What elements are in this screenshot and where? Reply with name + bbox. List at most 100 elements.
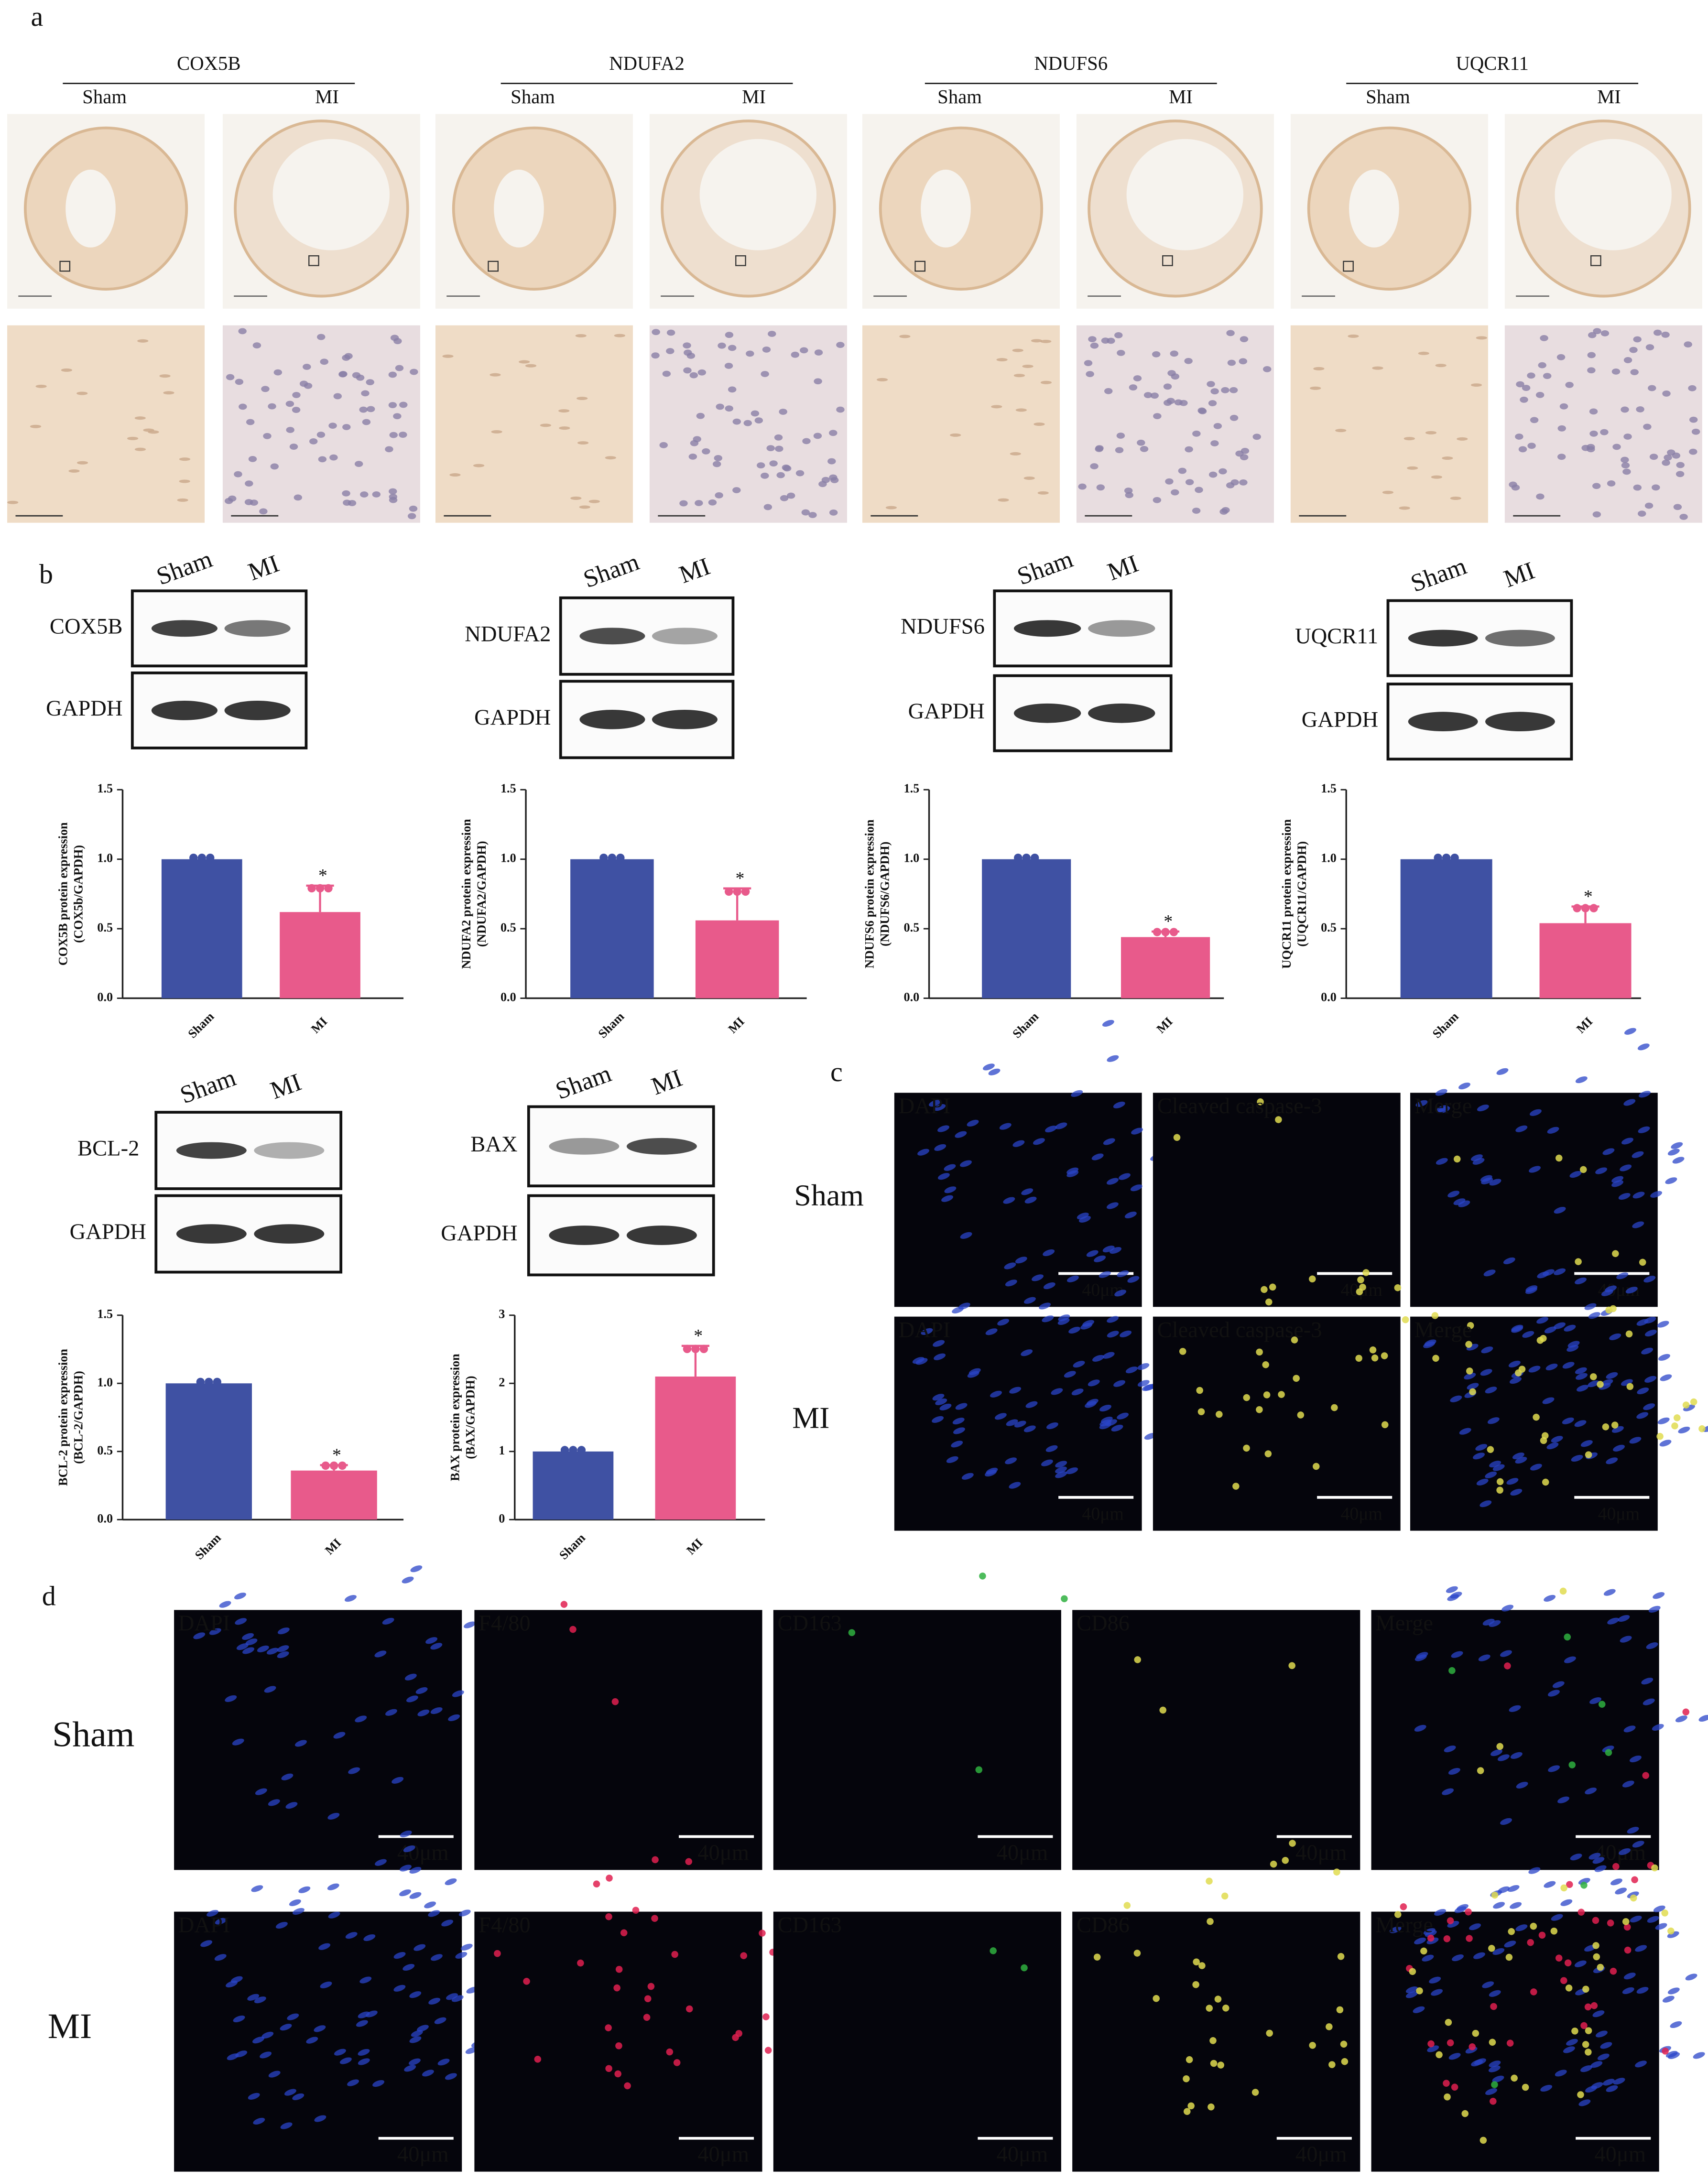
nucleus [1174,399,1183,406]
nucleus [261,386,270,392]
nucleus [1611,368,1621,375]
blot-band [1485,712,1555,732]
nucleus [1527,443,1536,449]
cell-signal [409,2036,422,2043]
cell-signal [1444,2093,1451,2101]
cell-signal [1472,1158,1485,1165]
cell-signal [1278,1391,1285,1398]
lane-label: Sham [176,1063,239,1109]
cell-signal [1446,1586,1458,1593]
cell-signal [1504,1662,1511,1670]
cell-signal [1500,1650,1512,1657]
cell-signal [245,1638,258,1646]
cell-signal [416,2025,429,2032]
cell-signal [1624,1028,1636,1035]
cell-signal [257,1645,269,1652]
cell-signal [1193,1958,1200,1966]
blot-control-label: GAPDH [441,1221,517,1246]
cell-signal [1589,1697,1601,1704]
cell-signal [1039,1302,1051,1310]
cell-signal [1371,1354,1379,1362]
cell-signal [1043,1282,1055,1290]
y-tick-label: 1.0 [97,851,113,865]
nucleus [1636,406,1644,412]
cell-signal [292,2093,305,2100]
cell-signal [1667,1931,1679,1938]
nucleus [666,329,675,336]
cell-signal [651,1915,658,1922]
nucleus [344,353,353,359]
nucleus [827,458,836,465]
fluorescence-image [474,1911,762,2172]
cell-signal [1341,2058,1349,2065]
cell-signal [1575,1367,1587,1374]
y-tick-label: 0.5 [97,1443,113,1457]
cell-signal [1510,1488,1523,1496]
cell-signal [358,2058,370,2065]
nucleus [814,349,823,356]
cell-signal [1511,1324,1523,1332]
cell-signal [1464,1373,1476,1380]
data-point [1573,904,1581,912]
cell-signal [1582,1985,1589,1993]
nucleus [127,436,139,440]
cell-signal [1631,1876,1638,1884]
nucleus [1543,373,1552,380]
cell-signal [1622,1918,1630,1925]
nucleus [780,495,789,501]
cell-signal [1491,2081,1498,2088]
nucleus [316,432,326,438]
nucleus [389,488,397,495]
cell-signal [465,2047,478,2054]
bar [982,859,1071,998]
nucleus [1403,437,1415,441]
nucleus [1192,430,1201,437]
cell-signal [422,2070,434,2077]
x-tick-label: MI [726,1014,747,1036]
nucleus [761,472,769,479]
channel-label: Merge [1414,1094,1472,1118]
channel-label: Merge [1375,1611,1433,1636]
cell-signal [1023,1297,1036,1304]
cell-signal [1651,1864,1658,1872]
roi-box [59,260,71,272]
y-tick-label: 1.0 [500,851,516,865]
cell-signal [1210,2060,1218,2067]
cell-signal [1567,1341,1580,1348]
nucleus [1221,387,1229,393]
nucleus [1010,452,1021,456]
cell-signal [1612,1863,1620,1870]
nucleus [1407,466,1418,470]
cell-signal [1153,1995,1160,2002]
nucleus [1226,330,1235,336]
cell-signal [1547,1690,1560,1697]
cell-signal [1066,1167,1079,1174]
cell-signal [933,1340,945,1347]
cell-signal [1130,1184,1142,1192]
lane-label: Sham [552,1060,615,1105]
cell-signal [1099,1404,1111,1412]
cell-signal [306,2037,318,2044]
cell-signal [1270,1860,1277,1868]
cell-signal [643,2014,651,2021]
blot-target-label: NDUFS6 [901,614,985,639]
cell-signal [1636,1412,1649,1419]
nucleus [473,464,485,467]
nucleus [1372,366,1383,370]
cell-signal [1466,1935,1473,1942]
cell-signal [374,1859,387,1866]
cell-signal [632,1907,640,1914]
cell-signal [393,1985,406,1992]
channel-label: CD86 [1077,1913,1130,1937]
y-tick-label: 0.0 [1321,990,1337,1004]
cell-signal [1638,1126,1650,1133]
cell-signal [1574,1960,1587,1967]
row-label: MI [792,1400,829,1434]
cell-signal [1544,1594,1556,1602]
cell-signal [1288,1662,1295,1670]
nucleus [407,513,416,520]
cell-signal [1489,1461,1501,1468]
nucleus [1581,445,1590,451]
nucleus [286,427,294,433]
nucleus [234,471,242,477]
